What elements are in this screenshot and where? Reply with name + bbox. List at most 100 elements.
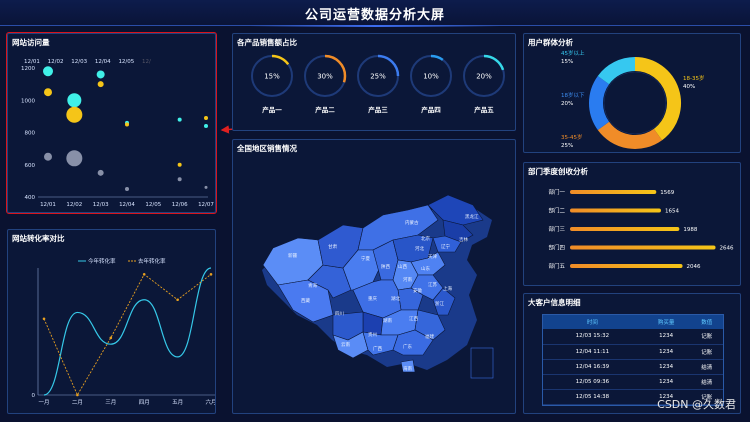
users-label-18-35: 18-35岁 40% <box>683 75 704 91</box>
users-donut-chart[interactable] <box>524 34 740 152</box>
customers-title: 大客户信息明细 <box>528 298 581 307</box>
visits-panel[interactable]: 网站访问量 12/01 12/02 12/03 12/04 12/05 12/ … <box>6 32 217 214</box>
scatter-point <box>204 185 208 189</box>
table-cell: 结清 <box>690 374 723 390</box>
users-label-pct: 20% <box>561 101 574 107</box>
map-label: 天津 <box>428 253 437 260</box>
customers-table: 时间 购买量 数值 12/03 15:32 1234 记账 12/04 11:11 12… <box>543 315 723 405</box>
table-cell: 1234 <box>641 344 691 360</box>
bar-value: 2046 <box>687 264 701 270</box>
col-header[interactable]: 购买量 <box>641 315 691 329</box>
table-row[interactable]: 12/04 11:11 1234 记账 <box>543 344 723 360</box>
map-label: 山东 <box>421 265 430 272</box>
table-row[interactable]: 12/05 14:38 1234 记账 <box>543 389 723 405</box>
map-label: 西藏 <box>301 297 310 304</box>
bar-label: 部门二 <box>548 207 565 215</box>
south-china-sea-inset <box>470 347 494 379</box>
product-ring-arc <box>356 54 400 98</box>
col-header[interactable]: 时间 <box>543 315 642 329</box>
table-cell: 12/03 15:32 <box>543 329 642 345</box>
y-tick-label: 0 <box>32 393 36 399</box>
map-label: 安徽 <box>413 287 422 294</box>
bar-value: 1988 <box>683 227 697 233</box>
pie-slice <box>597 121 663 149</box>
table-cell: 1234 <box>641 329 691 345</box>
header: 公司运营数据分析大屏 <box>0 0 750 27</box>
map-label: 甘肃 <box>328 243 337 250</box>
x-tick-label: 12/05 <box>145 202 161 208</box>
legend-label: 今年转化率 <box>88 257 116 265</box>
legend-item[interactable]: 12/03 <box>71 59 88 65</box>
product-name: 产品一 <box>262 105 282 114</box>
scatter-point <box>177 117 182 122</box>
users-label-under18: 18岁以下 20% <box>561 92 585 108</box>
legend-item[interactable]: 12/01 <box>24 59 40 65</box>
x-tick-label: 12/06 <box>172 202 188 208</box>
map-label: 陕西 <box>381 263 390 270</box>
map-label: 贵州 <box>368 331 377 338</box>
table-row[interactable]: 12/04 16:39 1234 结清 <box>543 359 723 375</box>
scatter-point <box>67 93 82 108</box>
x-tick-label: 12/01 <box>40 202 56 208</box>
map-label: 云南 <box>341 341 350 348</box>
y-tick-label: 800 <box>25 131 36 137</box>
scatter-point <box>66 150 83 167</box>
map-label: 青海 <box>308 282 317 289</box>
pie-slice <box>634 57 681 141</box>
china-map[interactable]: 黑龙江 吉林 辽宁 内蒙古 新疆 甘肃 青海 西藏 四川 陕西 山西 河北 北京… <box>233 140 515 413</box>
bar-label: 部门一 <box>548 188 565 196</box>
products-title: 各产品销售额占比 <box>237 38 297 47</box>
line-point <box>142 273 146 276</box>
bar-label: 部门五 <box>548 262 565 270</box>
map-label: 湖南 <box>383 317 392 324</box>
scatter-point <box>177 177 182 182</box>
users-label-name: 45岁以上 <box>561 51 585 57</box>
conversion-title: 网站转化率对比 <box>12 234 65 243</box>
map-provinces[interactable] <box>262 194 484 373</box>
bar-value: 2646 <box>720 246 734 252</box>
scatter-point <box>97 169 104 176</box>
col-header[interactable]: 数值 <box>690 315 723 329</box>
product-ring-arc <box>409 54 453 98</box>
bar <box>570 190 657 194</box>
table-cell: 12/04 16:39 <box>543 359 642 375</box>
x-tick-label: 12/03 <box>93 202 109 208</box>
legend-item[interactable]: 12/05 <box>118 59 135 65</box>
product-rings: 15% 产品一 30% 产品二 25% 产品三 10% 产品四 20% 产品五 <box>250 54 506 114</box>
map-label: 重庆 <box>368 295 377 302</box>
table-row[interactable]: 12/05 09:36 1234 结清 <box>543 374 723 390</box>
map-label: 内蒙古 <box>405 219 419 226</box>
map-label: 广东 <box>403 343 412 350</box>
map-label: 湖北 <box>391 295 400 302</box>
product-name: 产品三 <box>368 105 388 114</box>
bar <box>570 208 661 213</box>
product-percent: 15% <box>264 73 280 81</box>
scatter-point <box>43 66 53 77</box>
legend-label: 去年转化率 <box>138 257 166 265</box>
table-row[interactable]: 12/03 15:32 1234 记账 <box>543 329 723 345</box>
pie-slice <box>597 57 636 85</box>
y-tick-label: 400 <box>25 195 36 201</box>
users-title: 用户群体分析 <box>528 38 573 47</box>
map-label: 江西 <box>409 315 418 322</box>
product-ring-arc <box>250 54 294 98</box>
legend-item[interactable]: 12/02 <box>47 59 64 65</box>
dept-bar-chart[interactable]: 部门一 1569 部门二 1654 部门三 1988 部门四 2646 部门五 2046 <box>524 163 740 285</box>
scatter-point <box>125 122 129 127</box>
x-tick-label: 12/07 <box>198 202 214 208</box>
map-label: 辽宁 <box>441 243 450 250</box>
visits-legend: 12/01 12/02 12/03 12/04 12/05 12/ <box>24 59 214 65</box>
scatter-point <box>97 81 104 88</box>
map-label: 山西 <box>398 263 407 270</box>
scatter-point <box>177 162 182 167</box>
table-cell: 结清 <box>690 359 723 375</box>
conversion-line-chart[interactable]: 0一月 二月 三月 四月 五月 六月 今年转化率 去年转化率 <box>8 230 215 413</box>
map-label: 海南 <box>403 365 412 372</box>
y-tick-label: 1000 <box>21 98 35 104</box>
table-cell: 记账 <box>690 389 723 405</box>
legend-item[interactable]: 12/ <box>142 59 151 65</box>
legend-item[interactable]: 12/04 <box>94 59 111 65</box>
users-label-45plus: 45岁以上 15% <box>561 50 585 66</box>
pie-slice <box>589 75 610 131</box>
